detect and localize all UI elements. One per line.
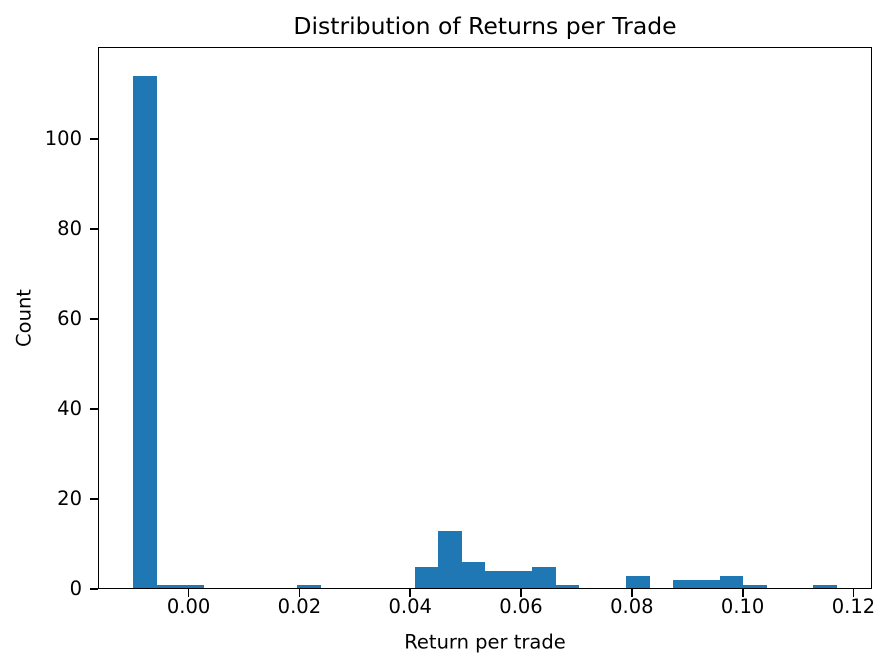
x-tick-label: 0.00 [166,595,211,618]
x-tick-mark [298,589,301,597]
y-tick-label: 80 [57,217,82,241]
y-tick-mark [90,318,98,321]
histogram-bar [696,580,720,589]
x-tick-mark [409,589,412,597]
x-tick-label: 0.04 [388,595,432,618]
chart-title: Distribution of Returns per Trade [293,12,677,40]
histogram-bar [813,584,838,589]
histogram-bar [180,584,204,589]
x-axis-label: Return per trade [404,630,566,654]
y-tick-label: 0 [69,577,82,600]
histogram-bar [625,575,650,589]
y-tick-mark [90,498,98,500]
x-tick-mark [187,589,190,597]
y-tick-mark [90,408,98,410]
histogram-bar [461,562,486,589]
histogram-bar [508,571,533,589]
histogram-bar [156,584,181,589]
histogram-bar [555,584,580,589]
x-tick-label: 0.10 [720,595,765,618]
x-tick-label: 0.08 [610,595,654,618]
histogram-bar [531,566,556,589]
x-tick-mark [520,589,522,597]
y-tick-mark [90,138,98,141]
x-tick-mark [630,589,633,597]
histogram-bar [297,584,322,589]
x-tick-label: 0.12 [831,595,876,618]
plot-area [98,47,872,589]
y-tick-label: 100 [44,127,82,151]
histogram-bar [719,575,744,589]
histogram-bar [438,530,462,589]
y-tick-label: 40 [57,397,82,421]
histogram-bar [672,580,697,589]
y-tick-mark [90,228,98,231]
y-tick-mark [90,588,98,590]
histogram-bar [414,566,439,589]
x-tick-mark [741,589,744,597]
histogram-bar [133,76,158,589]
y-tick-label: 60 [57,307,82,331]
x-tick-label: 0.02 [277,595,322,618]
histogram-bar [485,571,509,589]
histogram-bar [743,584,767,589]
y-tick-label: 20 [57,487,82,511]
x-tick-label: 0.06 [499,595,543,618]
x-tick-mark [852,589,855,597]
